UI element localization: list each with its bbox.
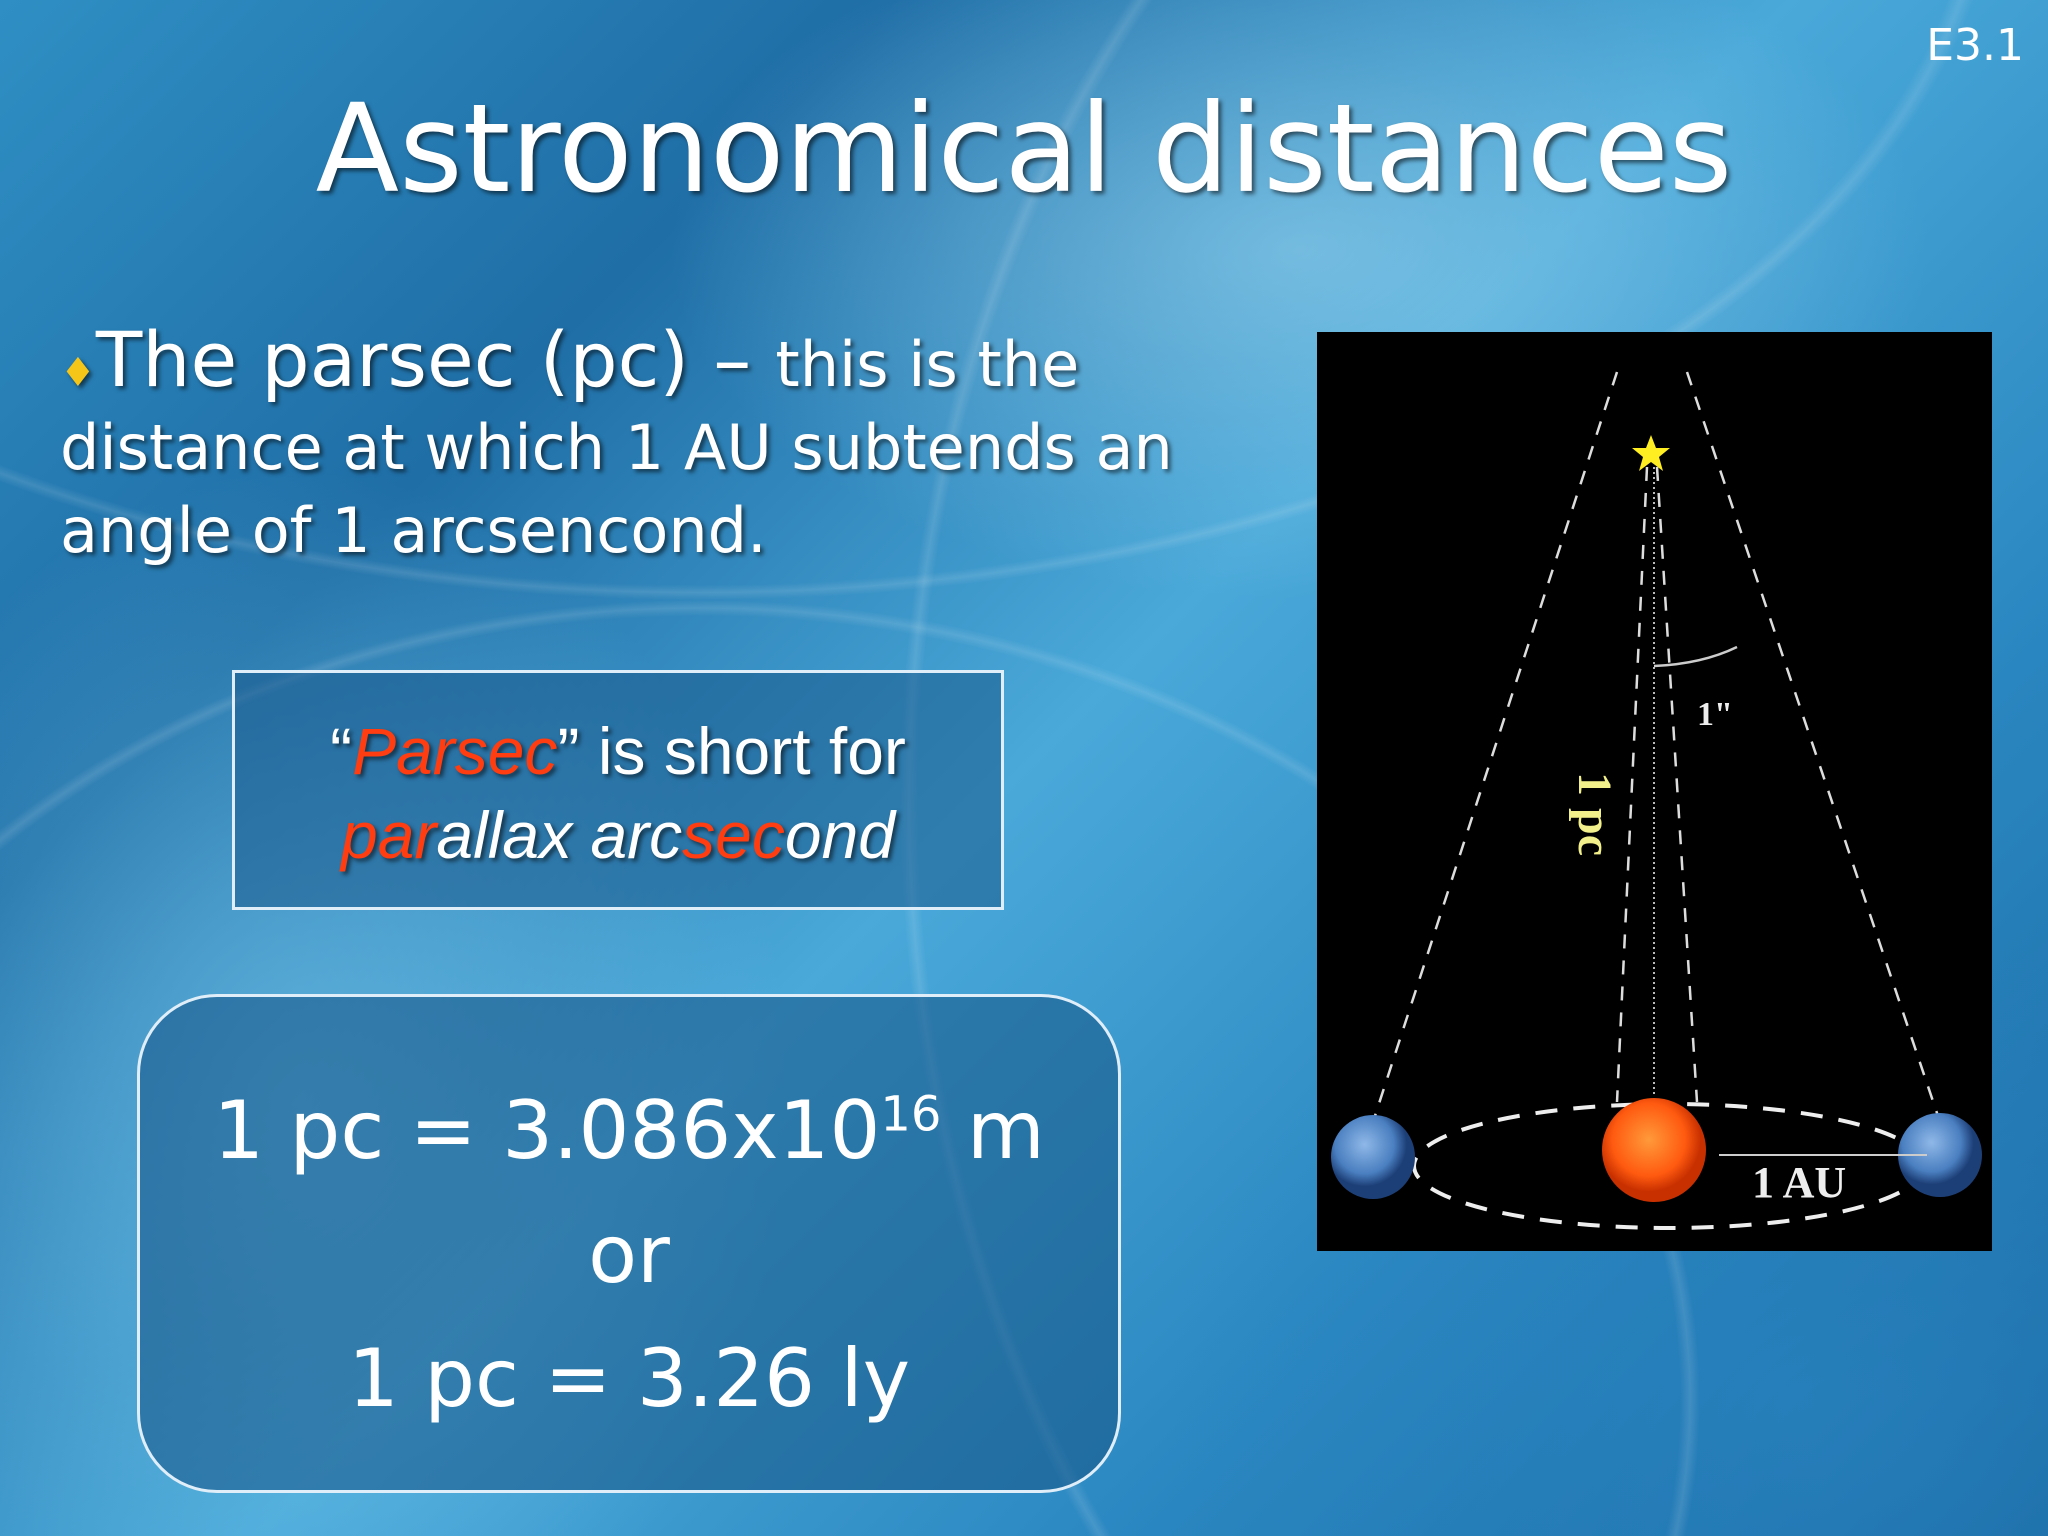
allax-arc-text: allax arc [436, 798, 683, 872]
sightline-left [1371, 371, 1619, 1123]
bullet-text-2: distance at which 1 AU subtends an [60, 411, 1173, 484]
formula-light-years: 1 pc = 3.26 ly [347, 1332, 911, 1425]
formula-exponent: 16 [880, 1086, 942, 1143]
parsec-etymology-box: “Parsec” is short for parallax arcsecond [232, 670, 1004, 910]
slide-title: Astronomical distances [315, 78, 1733, 220]
formula-box: 1 pc = 3.086x1016 m or 1 pc = 3.26 ly [137, 994, 1121, 1493]
slide-number: E3.1 [1926, 20, 2024, 71]
sun-icon [1602, 1098, 1706, 1202]
bullet-definition: ♦The parsec (pc) – this is the distance … [60, 318, 1260, 572]
distance-label: 1 pc [1568, 772, 1621, 856]
au-label: 1 AU [1752, 1158, 1846, 1207]
bullet-term: The parsec (pc) [95, 315, 690, 404]
bullet-text-1: this is the [775, 328, 1080, 401]
parsec-word: Parsec [352, 714, 558, 788]
sightline-right [1685, 371, 1942, 1123]
bullet-dash: – [689, 315, 776, 404]
earth-left-icon [1331, 1115, 1415, 1199]
par-highlight: par [341, 798, 437, 872]
short-for-text: ” is short for [557, 714, 906, 788]
formula-unit: m [941, 1084, 1045, 1177]
formula-base: 1 pc = 3.086x10 [213, 1084, 881, 1177]
inner-line-right [1655, 466, 1699, 1103]
star-icon [1632, 435, 1670, 471]
parallax-diagram: 1" 1 pc 1 AU [1317, 332, 1992, 1251]
inner-line-left [1615, 466, 1649, 1103]
angle-arc [1653, 645, 1738, 668]
bullet-text-3: angle of 1 arcsencond. [60, 494, 767, 567]
diamond-bullet-icon: ♦ [60, 350, 96, 396]
ond-text: ond [784, 798, 895, 872]
formula-or: or [588, 1208, 670, 1301]
angle-label: 1" [1697, 696, 1733, 733]
quote-open: “ [330, 714, 353, 788]
earth-right-icon [1898, 1113, 1982, 1197]
formula-meters: 1 pc = 3.086x1016 m [140, 1069, 1118, 1193]
sec-highlight: sec [682, 798, 785, 872]
